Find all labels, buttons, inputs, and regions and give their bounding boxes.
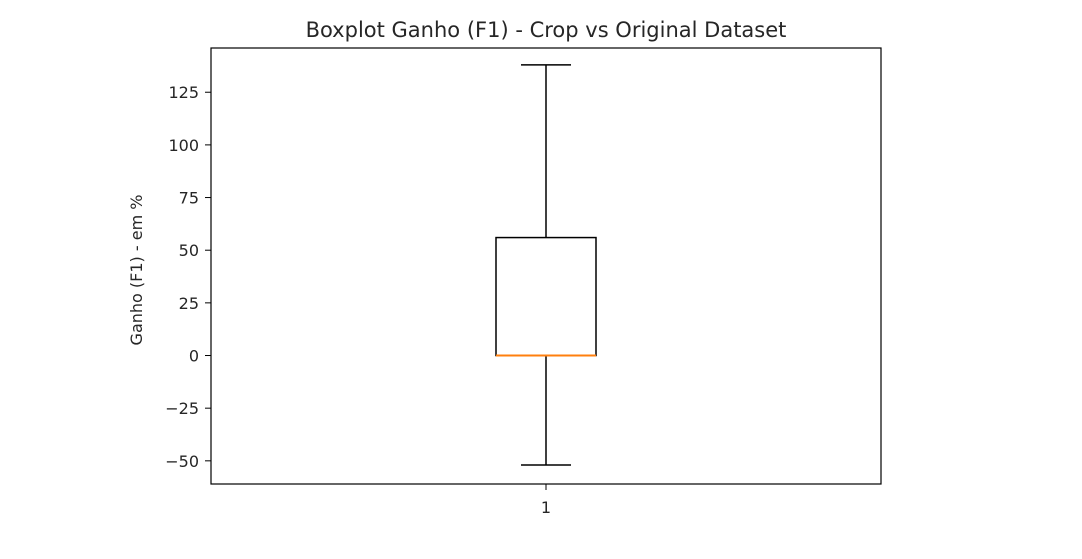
y-tick-label: −50 [165,452,199,471]
y-tick-label: 75 [179,189,199,208]
y-tick-label: −25 [165,399,199,418]
chart-title: Boxplot Ganho (F1) - Crop vs Original Da… [306,18,787,42]
y-tick-label: 100 [168,136,199,155]
y-tick-label: 50 [179,241,199,260]
y-tick-label: 0 [189,347,199,366]
y-tick-label: 125 [168,83,199,102]
interquartile-box [495,236,597,357]
plot-area: −50 −25 0 25 50 75 100 125 1 [165,47,882,517]
x-tick-label: 1 [541,498,551,517]
y-axis-label: Ganho (F1) - em % [127,195,146,346]
y-tick-label: 25 [179,294,199,313]
